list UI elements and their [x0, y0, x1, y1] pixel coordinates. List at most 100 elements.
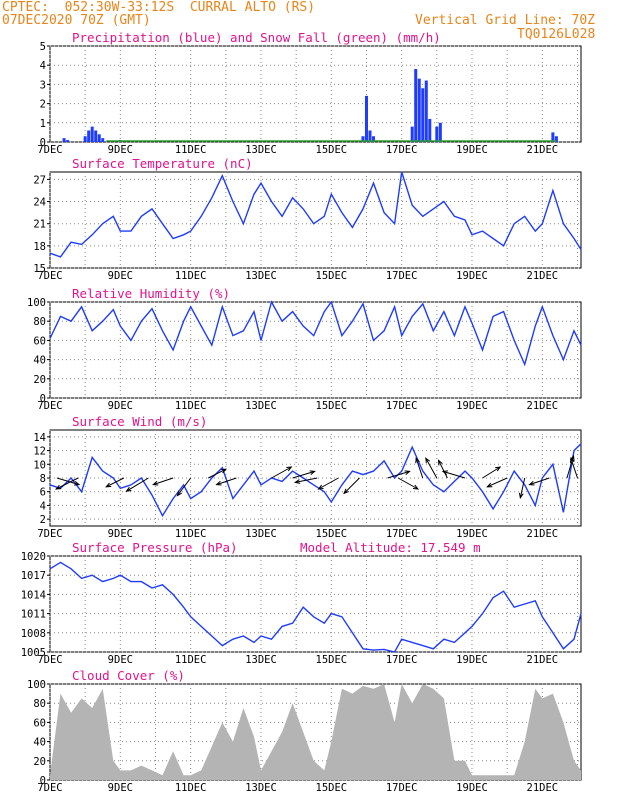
y-tick-label: 20	[33, 374, 46, 386]
precip-bar	[90, 126, 94, 142]
x-tick-label: 13DEC	[245, 270, 277, 282]
x-tick-label: 19DEC	[456, 400, 488, 412]
precip-bar	[435, 126, 439, 142]
x-tick-label: 9DEC	[108, 270, 133, 282]
x-tick-label: 11DEC	[175, 782, 207, 794]
wind-arrow-head	[54, 484, 62, 490]
x-tick-label: 11DEC	[175, 270, 207, 282]
x-tick-label: 9DEC	[108, 782, 133, 794]
y-tick-label: 1020	[21, 551, 46, 563]
precip-bar	[83, 136, 87, 142]
wind-arrow	[397, 477, 419, 490]
wind-arrow	[387, 470, 410, 479]
y-tick-label: 100	[27, 679, 46, 691]
x-tick-label: 21DEC	[527, 654, 559, 666]
y-tick-label: 4	[40, 500, 46, 512]
precip-bar	[66, 140, 70, 142]
panel-frame	[49, 45, 582, 143]
y-tick-label: 18	[33, 241, 46, 253]
panel-title: Relative Humidity (%)	[72, 286, 230, 301]
x-tick-label: 9DEC	[108, 528, 133, 540]
y-tick-label: 14	[33, 432, 46, 444]
y-tick-label: 4	[40, 60, 46, 72]
wind-arrow-head	[105, 482, 112, 488]
wind-arrow	[318, 477, 339, 490]
wind-arrow	[487, 477, 508, 488]
wind-arrow	[55, 477, 79, 490]
wind-arrow-head	[317, 484, 324, 490]
y-tick-label: 10	[33, 459, 46, 471]
y-tick-label: 2	[40, 99, 46, 111]
precip-bar	[101, 138, 105, 142]
y-tick-label: 12	[33, 446, 46, 458]
x-tick-label: 7DEC	[37, 528, 62, 540]
x-tick-label: 9DEC	[108, 654, 133, 666]
wind-arrow	[126, 477, 149, 492]
x-tick-label: 19DEC	[456, 782, 488, 794]
y-tick-label: 60	[33, 335, 46, 347]
y-tick-label: 3	[40, 79, 46, 91]
x-tick-label: 19DEC	[456, 654, 488, 666]
wind-arrow-head	[518, 492, 524, 500]
y-tick-label: 2	[40, 514, 46, 526]
x-tick-label: 13DEC	[245, 654, 277, 666]
x-tick-label: 11DEC	[175, 144, 207, 156]
precip-bar	[428, 118, 432, 142]
wind-arrow-head	[569, 456, 575, 464]
wind-arrow	[425, 457, 438, 479]
x-tick-label: 17DEC	[386, 782, 418, 794]
y-tick-label: 60	[33, 717, 46, 729]
y-tick-label: 1008	[21, 628, 46, 640]
precip-bar	[551, 132, 555, 142]
wind-arrow-head	[495, 466, 502, 472]
precip-bar	[62, 138, 66, 142]
series-line	[49, 171, 582, 258]
x-tick-label: 15DEC	[316, 400, 348, 412]
wind-arrow-head	[286, 466, 293, 472]
series-line	[49, 443, 582, 518]
y-tick-label: 100	[27, 297, 46, 309]
x-tick-label: 15DEC	[316, 654, 348, 666]
wind-arrow-head	[441, 470, 448, 475]
x-tick-label: 9DEC	[108, 400, 133, 412]
x-tick-label: 13DEC	[245, 400, 277, 412]
header-model-id: TQ0126L028	[517, 27, 596, 42]
header-grid-line: Vertical Grid Line: 70Z	[415, 13, 596, 28]
wind-arrow-head	[74, 481, 81, 486]
wind-arrow-head	[412, 484, 420, 490]
x-tick-label: 7DEC	[37, 144, 62, 156]
wind-arrow	[177, 477, 192, 496]
wind-arrow	[216, 477, 237, 486]
y-tick-label: 80	[33, 698, 46, 710]
x-tick-label: 11DEC	[175, 528, 207, 540]
precip-bar	[94, 130, 98, 142]
wind-arrow	[295, 477, 318, 483]
x-tick-label: 17DEC	[386, 528, 418, 540]
wind-arrow-head	[215, 480, 222, 486]
cloud-cover-area	[50, 684, 581, 780]
panel-annotation: Model Altitude: 17.549 m	[300, 540, 481, 555]
x-tick-label: 13DEC	[245, 144, 277, 156]
wind-arrow	[56, 477, 80, 486]
precip-bar	[368, 130, 372, 142]
x-tick-label: 11DEC	[175, 654, 207, 666]
precip-bar	[417, 78, 421, 142]
x-tick-label: 7DEC	[37, 270, 62, 282]
panel-title: Surface Temperature (nC)	[72, 156, 253, 171]
y-tick-label: 40	[33, 737, 46, 749]
x-tick-label: 15DEC	[316, 270, 348, 282]
x-tick-label: 21DEC	[527, 528, 559, 540]
wind-arrow-head	[125, 486, 132, 492]
precip-bar	[421, 88, 425, 142]
y-tick-label: 27	[33, 174, 46, 186]
header-date: 07DEC2020 70Z (GMT)	[2, 13, 151, 28]
y-tick-label: 1	[40, 118, 46, 130]
x-tick-label: 15DEC	[316, 782, 348, 794]
wind-arrow-head	[176, 490, 183, 497]
wind-arrow-head	[404, 470, 411, 475]
x-tick-label: 15DEC	[316, 144, 348, 156]
panel-title: Surface Wind (m/s)	[72, 414, 207, 429]
panel-title: Precipitation (blue) and Snow Fall (gree…	[72, 30, 441, 45]
y-tick-label: 0	[40, 393, 46, 405]
x-tick-label: 19DEC	[456, 270, 488, 282]
